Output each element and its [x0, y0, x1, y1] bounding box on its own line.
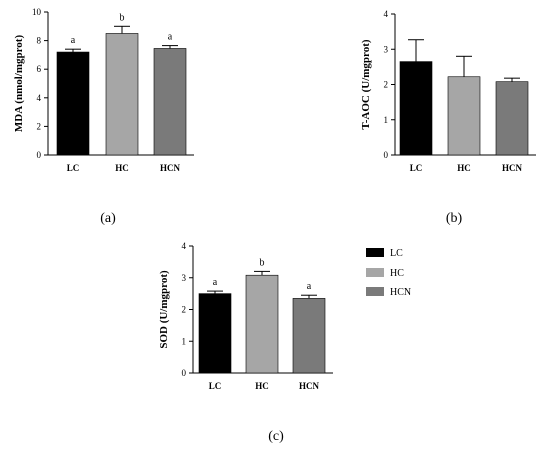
panel-label-c: (c) [268, 429, 284, 444]
bar-lc [56, 51, 90, 156]
x-tick-label-hc: HC [255, 381, 269, 391]
x-tick-label-hc: HC [115, 163, 129, 173]
chart-mda: 0 2 4 6 8 10 MDA (nmol/mgprot) a LC b HC a HCN [13, 7, 194, 173]
y-tick-label: 4 [384, 9, 389, 19]
bar-lc [399, 61, 433, 156]
y-tick-label: 2 [384, 80, 389, 90]
y-axis-label: T-AOC (U/mgprot) [360, 39, 372, 129]
bar-hcn [292, 298, 326, 374]
significance-label-lc: a [71, 35, 76, 46]
y-tick-label: 1 [182, 336, 187, 346]
y-tick-label: 4 [182, 241, 187, 251]
x-tick-label-lc: LC [209, 381, 222, 391]
y-tick-label: 2 [182, 305, 187, 315]
legend-swatch-lc [366, 248, 384, 257]
significance-label-hcn: a [168, 32, 173, 43]
y-tick-label: 4 [37, 93, 42, 103]
x-tick-label-hcn: HCN [502, 163, 523, 173]
x-tick-label-hc: HC [457, 163, 471, 173]
panel-label-a: (a) [100, 211, 116, 226]
y-tick-label: 10 [32, 7, 42, 17]
legend-swatch-hc [366, 268, 384, 277]
bar-hcn [495, 81, 529, 156]
y-tick-label: 0 [37, 150, 42, 160]
y-axis-label: SOD (U/mgprot) [158, 270, 170, 349]
bar-hc [447, 76, 481, 156]
significance-label-hc: b [260, 257, 265, 268]
chart-sod: 0 1 2 3 4 SOD (U/mgprot) a LC b HC a HCN [158, 241, 333, 391]
chart-t-aoc: 0 1 2 3 4 T-AOC (U/mgprot) LC HC HCN [360, 9, 536, 173]
y-axis-label: MDA (nmol/mgprot) [13, 35, 25, 133]
legend-swatch-hcn [366, 287, 384, 296]
significance-label-hc: b [120, 12, 125, 23]
y-tick-label: 3 [182, 273, 187, 283]
bar-hcn [153, 48, 187, 156]
legend-label-lc: LC [390, 248, 403, 259]
significance-label-hcn: a [307, 281, 312, 292]
significance-label-lc: a [213, 277, 218, 288]
y-tick-label: 1 [384, 115, 389, 125]
legend: LC HC HCN [366, 248, 411, 298]
y-tick-label: 6 [37, 64, 42, 74]
y-tick-label: 2 [37, 121, 42, 131]
bar-hc [105, 33, 139, 156]
x-tick-label-hcn: HCN [299, 381, 320, 391]
y-tick-label: 0 [384, 150, 389, 160]
bar-lc [198, 293, 232, 374]
legend-label-hcn: HCN [390, 287, 411, 298]
bar-hc [245, 274, 279, 374]
y-tick-label: 8 [37, 36, 42, 46]
panel-label-b: (b) [446, 211, 463, 226]
x-tick-label-lc: LC [410, 163, 423, 173]
y-tick-label: 0 [182, 368, 187, 378]
legend-label-hc: HC [390, 268, 404, 279]
x-tick-label-lc: LC [67, 163, 80, 173]
y-tick-label: 3 [384, 44, 389, 54]
x-tick-label-hcn: HCN [160, 163, 181, 173]
